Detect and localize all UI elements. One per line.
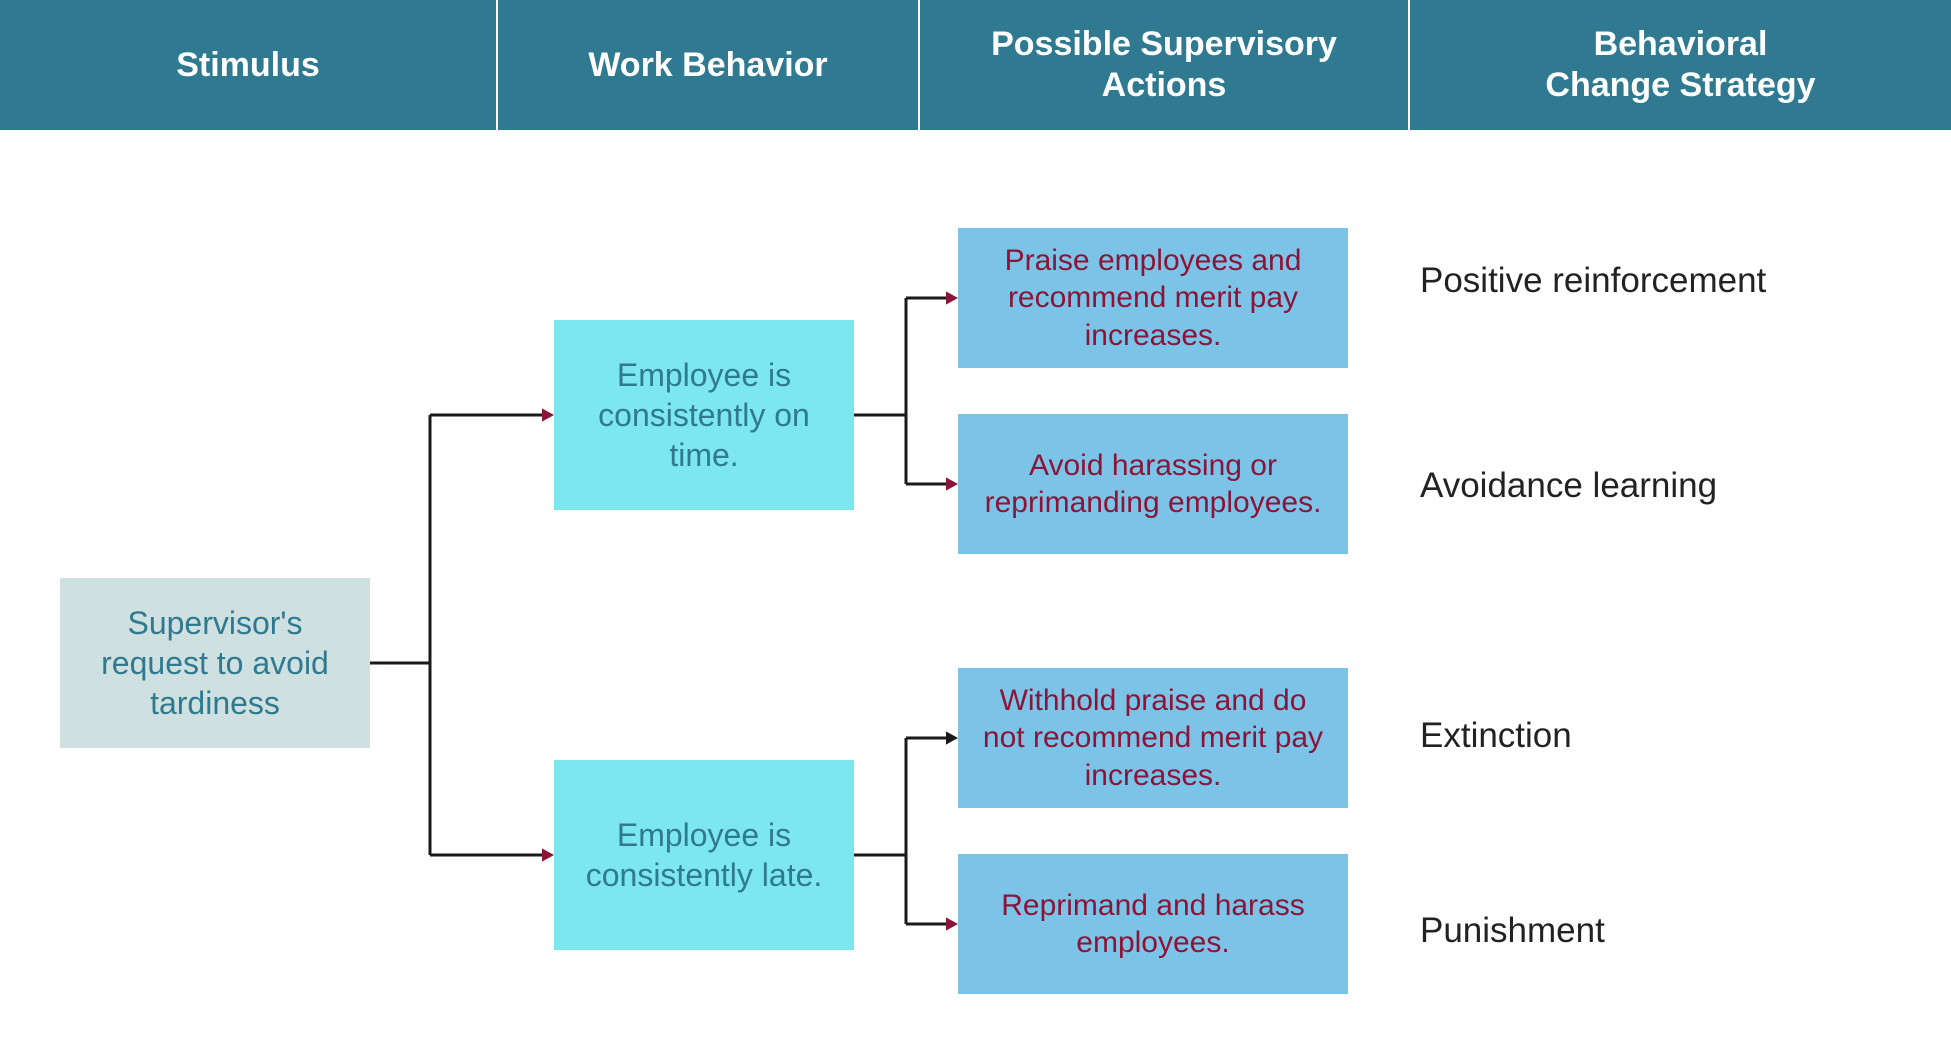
strategy-extinction: Extinction bbox=[1420, 715, 1572, 757]
strategy-text: Punishment bbox=[1420, 910, 1605, 952]
node-behavior-on-time: Employee is consistently on time. bbox=[554, 320, 854, 510]
node-text: Avoid harassing or reprimanding employee… bbox=[976, 447, 1330, 522]
strategy-punishment: Punishment bbox=[1420, 910, 1605, 952]
node-action-reprimand: Reprimand and harass employees. bbox=[958, 854, 1348, 994]
header-strategy: Behavioral Change Strategy bbox=[1410, 0, 1951, 130]
node-text: Supervisor's request to avoid tardiness bbox=[78, 603, 352, 723]
header-label: Stimulus bbox=[176, 45, 320, 86]
strategy-text: Positive reinforcement bbox=[1420, 260, 1766, 302]
header-behavior: Work Behavior bbox=[498, 0, 920, 130]
header-label: Possible Supervisory Actions bbox=[991, 24, 1337, 106]
node-action-withhold: Withhold praise and do not recommend mer… bbox=[958, 668, 1348, 808]
node-text: Withhold praise and do not recommend mer… bbox=[976, 682, 1330, 795]
strategy-text: Avoidance learning bbox=[1420, 465, 1717, 507]
node-behavior-late: Employee is consistently late. bbox=[554, 760, 854, 950]
header-label: Behavioral Change Strategy bbox=[1545, 24, 1815, 106]
node-text: Employee is consistently on time. bbox=[572, 355, 836, 475]
node-text: Employee is consistently late. bbox=[572, 815, 836, 895]
node-action-avoid: Avoid harassing or reprimanding employee… bbox=[958, 414, 1348, 554]
node-text: Reprimand and harass employees. bbox=[976, 887, 1330, 962]
header-label: Work Behavior bbox=[588, 45, 827, 86]
strategy-positive: Positive reinforcement bbox=[1420, 260, 1766, 302]
header-row: Stimulus Work Behavior Possible Supervis… bbox=[0, 0, 1951, 130]
strategy-text: Extinction bbox=[1420, 715, 1572, 757]
node-action-praise: Praise employees and recommend merit pay… bbox=[958, 228, 1348, 368]
header-actions: Possible Supervisory Actions bbox=[920, 0, 1410, 130]
node-stimulus: Supervisor's request to avoid tardiness bbox=[60, 578, 370, 748]
header-stimulus: Stimulus bbox=[0, 0, 498, 130]
strategy-avoidance: Avoidance learning bbox=[1420, 465, 1717, 507]
node-text: Praise employees and recommend merit pay… bbox=[976, 242, 1330, 355]
